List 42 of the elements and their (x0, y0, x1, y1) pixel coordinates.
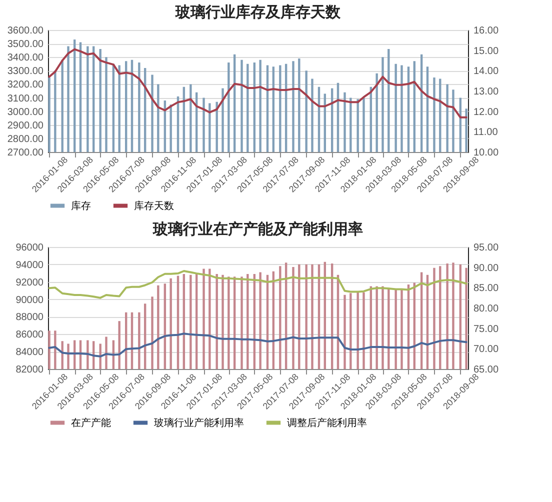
y2-tick-label: 95.00 (474, 242, 499, 254)
legend-label: 库存天数 (134, 200, 174, 212)
y-tick-label: 2700.00 (7, 148, 44, 158)
y-tick-label: 3100.00 (7, 93, 44, 104)
y-tick-label: 82000 (16, 364, 44, 376)
line-series (48, 332, 468, 358)
y2-tick-label: 15.00 (474, 46, 499, 57)
line-series (48, 48, 468, 118)
y-tick-label: 2900.00 (7, 120, 44, 132)
chart-title: 玻璃行业库存及库存天数 (174, 3, 342, 21)
legend-label: 调整后产能利用率 (287, 416, 367, 429)
y2-tick-label: 65.00 (474, 364, 499, 376)
y-tick-label: 94000 (16, 260, 44, 271)
y2-tick-label: 10.00 (474, 148, 499, 158)
y-tick-label: 3300.00 (7, 66, 44, 78)
y2-tick-label: 90.00 (474, 262, 499, 274)
y-tick-label: 3000.00 (7, 106, 44, 118)
y-tick-label: 3200.00 (7, 80, 44, 91)
legend-label: 玻璃行业产能利用率 (154, 416, 244, 429)
y-tick-label: 3600.00 (7, 26, 44, 36)
y2-tick-label: 11.00 (474, 127, 498, 138)
y-tick-label: 3400.00 (7, 52, 44, 64)
y2-tick-label: 85.00 (474, 283, 499, 294)
y-tick-label: 2800.00 (7, 134, 44, 145)
y-tick-label: 96000 (16, 242, 44, 254)
y2-tick-label: 16.00 (474, 26, 499, 36)
legend-label: 在产产能 (71, 416, 111, 429)
line-series (48, 270, 468, 299)
y-tick-label: 3500.00 (7, 39, 44, 50)
y2-tick-label: 80.00 (474, 304, 499, 314)
y-tick-label: 88000 (16, 312, 44, 324)
y-tick-label: 90000 (16, 294, 44, 306)
y-tick-label: 92000 (16, 277, 44, 288)
y-tick-label: 86000 (16, 330, 44, 341)
y2-tick-label: 12.00 (474, 106, 499, 118)
y-tick-label: 84000 (16, 347, 44, 358)
legend-label: 库存 (71, 200, 91, 212)
y2-tick-label: 13.00 (474, 86, 499, 98)
y2-tick-label: 75.00 (474, 324, 499, 335)
y2-tick-label: 70.00 (474, 344, 499, 356)
chart-title: 玻璃行业在产产能及产能利用率 (152, 220, 363, 238)
y2-tick-label: 14.00 (474, 66, 499, 78)
